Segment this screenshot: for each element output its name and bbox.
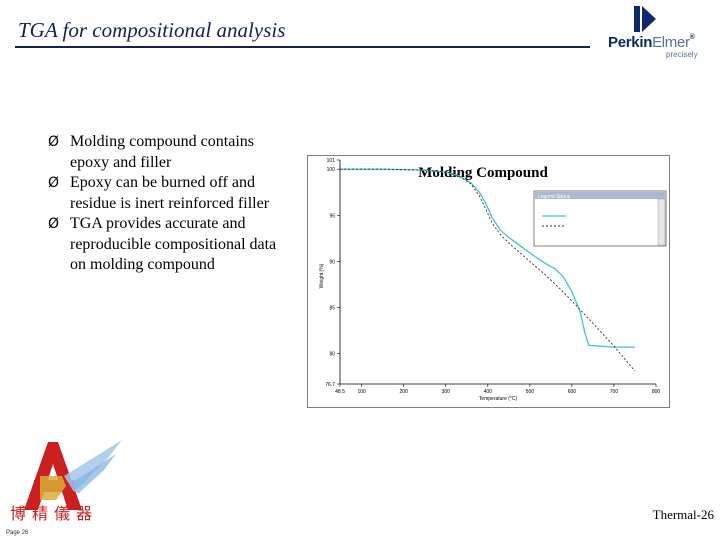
legend-panel[interactable]: Legend Status bbox=[533, 190, 667, 247]
company-name-cn: 博精儀器 bbox=[10, 504, 99, 523]
bullet-text: Molding compound contains epoxy and fill… bbox=[70, 133, 254, 171]
x-tick-label: 300 bbox=[442, 389, 451, 395]
bullet-arrow-icon: Ø bbox=[48, 216, 60, 232]
bullet-text: Epoxy can be burned off and residue is i… bbox=[70, 174, 270, 212]
logo-brand-bold: Perkin bbox=[608, 34, 653, 51]
logo-wordmark: PerkinElmer® bbox=[608, 34, 695, 51]
y-tick-label: 101 bbox=[327, 158, 336, 164]
logo-brand-light: Elmer bbox=[652, 34, 690, 51]
logo-registered: ® bbox=[689, 34, 695, 41]
y-tick-label: 80 bbox=[329, 352, 335, 358]
y-tick-label: 90 bbox=[329, 259, 335, 265]
perkinelmer-mark-icon bbox=[634, 6, 656, 32]
tga-chart: Molding Compound Weight (%) Temperature … bbox=[319, 158, 667, 402]
y-tick-label: 76.7 bbox=[325, 382, 335, 388]
title-divider bbox=[15, 46, 590, 48]
chart-title: Molding Compound bbox=[418, 165, 548, 181]
chart-series bbox=[340, 168, 636, 372]
bullet-arrow-icon: Ø bbox=[48, 134, 60, 150]
bojing-company-logo bbox=[24, 440, 122, 510]
x-tick-label: 48.5 bbox=[335, 389, 345, 395]
y-tick-label: 85 bbox=[329, 305, 335, 311]
chart-ticks: 48.5 100 200 300 400 500 600 700 800 101 100 95 90 85… bbox=[325, 158, 660, 395]
y-tick-label: 100 bbox=[327, 167, 336, 173]
x-tick-label: 800 bbox=[652, 389, 661, 395]
x-tick-label: 600 bbox=[568, 389, 577, 395]
series-line-2 bbox=[340, 168, 636, 372]
bullet-item: Ø TGA provides accurate and reproducible … bbox=[48, 214, 288, 276]
chart-y-axis-label: Weight (%) bbox=[319, 263, 325, 288]
legend-scrollbar[interactable] bbox=[657, 198, 666, 246]
x-tick-label: 200 bbox=[400, 389, 409, 395]
x-tick-label: 500 bbox=[526, 389, 535, 395]
y-tick-label: 95 bbox=[329, 213, 335, 219]
chart-axes bbox=[339, 160, 656, 385]
bullet-item: Ø Epoxy can be burned off and residue is … bbox=[48, 173, 288, 214]
legend-title: Legend Status bbox=[538, 194, 571, 200]
slide-title: TGA for compositional analysis bbox=[18, 18, 286, 42]
tga-chart-frame: Molding Compound Weight (%) Temperature … bbox=[307, 155, 670, 408]
x-tick-label: 700 bbox=[610, 389, 619, 395]
logo-tagline: precisely bbox=[666, 50, 698, 59]
bullet-arrow-icon: Ø bbox=[48, 175, 60, 191]
bullet-list: Ø Molding compound contains epoxy and fil… bbox=[48, 132, 288, 276]
perkinelmer-logo: PerkinElmer® precisely bbox=[606, 4, 718, 59]
bullet-item: Ø Molding compound contains epoxy and fil… bbox=[48, 132, 288, 173]
x-tick-label: 100 bbox=[357, 389, 366, 395]
page-number-label: Page 26 bbox=[6, 530, 29, 536]
slide-code: Thermal-26 bbox=[652, 507, 714, 522]
chart-x-axis-label: Temperature (°C) bbox=[479, 396, 518, 402]
x-tick-label: 400 bbox=[484, 389, 493, 395]
bullet-text: TGA provides accurate and reproducible c… bbox=[70, 215, 277, 273]
